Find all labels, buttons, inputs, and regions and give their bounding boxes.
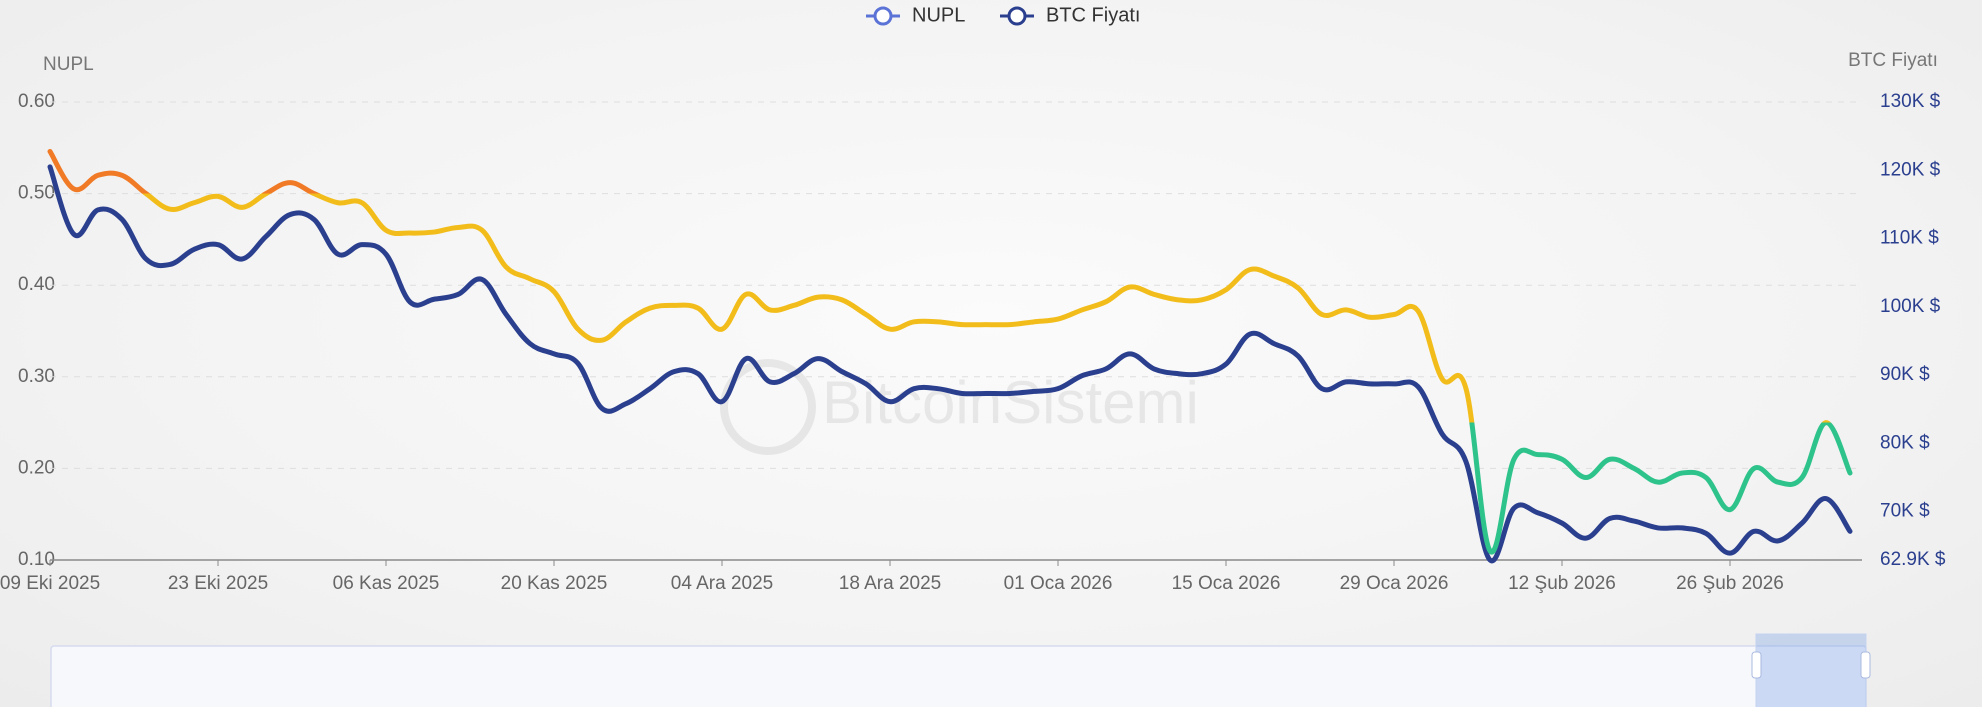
legend-label: BTC Fiyatı: [1046, 4, 1140, 26]
y-tick-label: 0.20: [18, 457, 55, 478]
y2-tick-label: 100K $: [1880, 296, 1941, 317]
x-tick-label: 29 Oca 2026: [1340, 573, 1449, 594]
y2-tick-label: 120K $: [1880, 159, 1941, 180]
x-tick-label: 01 Oca 2026: [1004, 573, 1113, 594]
series-line: [47, 164, 1853, 564]
x-tick-label: 26 Şub 2026: [1676, 573, 1784, 594]
zoom-handle[interactable]: [1751, 651, 1762, 679]
y-tick-label: 0.40: [18, 274, 55, 295]
y2-axis-name: BTC Fiyatı: [1848, 50, 1938, 71]
legend-label: NUPL: [912, 4, 965, 26]
series-line: [47, 148, 1853, 555]
y-axis-name: NUPL: [43, 54, 94, 75]
zoom-handle[interactable]: [1860, 651, 1871, 679]
y2-tick-label: 110K $: [1880, 228, 1939, 249]
y2-tick-label: 130K $: [1880, 91, 1941, 112]
x-tick-label: 06 Kas 2025: [333, 573, 440, 594]
x-tick-label: 15 Oca 2026: [1172, 573, 1281, 594]
zoom-window[interactable]: [1755, 633, 1867, 707]
x-tick-label: 20 Kas 2025: [501, 573, 608, 594]
y2-tick-label: 90K $: [1880, 364, 1930, 385]
y2-tick-label: 80K $: [1880, 432, 1930, 453]
y-tick-label: 0.50: [18, 183, 55, 204]
x-tick-label: 12 Şub 2026: [1508, 573, 1616, 594]
x-tick-label: 09 Eki 2025: [0, 573, 100, 594]
watermark: BitcoinSistemi: [822, 369, 1199, 436]
y-tick-label: 0.10: [18, 549, 55, 570]
y-tick-label: 0.30: [18, 366, 55, 387]
x-tick-label: 23 Eki 2025: [168, 573, 268, 594]
x-tick-label: 04 Ara 2025: [671, 573, 773, 594]
watermark-logo: [720, 359, 816, 455]
y2-tick-label: 62.9K $: [1880, 549, 1946, 570]
legend-icon-marker: [1007, 6, 1027, 26]
y-tick-label: 0.60: [18, 91, 55, 112]
zoom-slider[interactable]: [50, 645, 1867, 707]
x-tick-label: 18 Ara 2025: [839, 573, 941, 594]
legend-icon-marker: [873, 6, 893, 26]
y2-tick-label: 70K $: [1880, 501, 1930, 522]
